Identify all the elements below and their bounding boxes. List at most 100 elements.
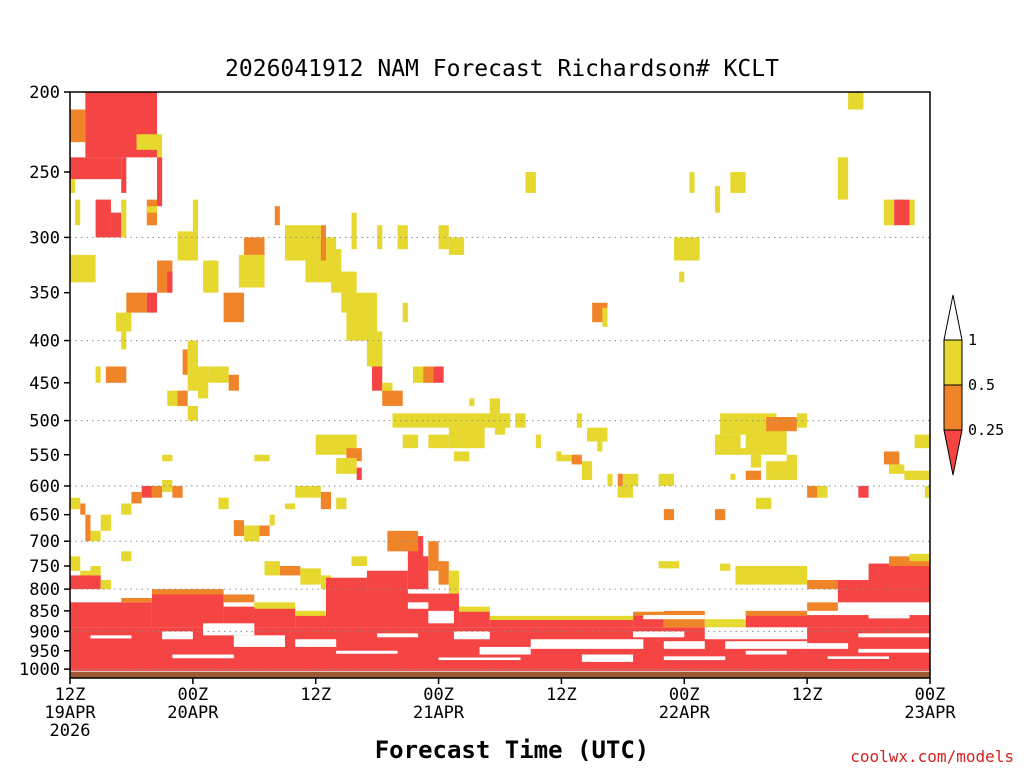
ri-cell-red [433, 366, 444, 383]
ri-cell-yellow [75, 199, 81, 226]
ri-cell-red [295, 615, 326, 628]
ri-cell-yellow [116, 312, 132, 332]
ri-cell-yellow [909, 553, 930, 562]
ri-cell-yellow [121, 503, 132, 515]
y-tick-label: 300 [29, 228, 60, 248]
ri-cell-yellow [535, 434, 541, 449]
ri-cell-yellow [351, 212, 357, 250]
x-tick-label: 23APR [904, 703, 956, 723]
ri-gap [428, 610, 454, 624]
x-tick-label: 22APR [659, 703, 711, 723]
ri-cell-red [858, 485, 869, 498]
y-tick-label: 500 [29, 412, 60, 432]
ri-gap [203, 623, 255, 636]
ri-cell-orange [807, 602, 838, 611]
ri-cell-yellow [515, 413, 526, 428]
ri-gap [162, 631, 193, 640]
plot-frame [69, 91, 931, 679]
ri-gap [90, 635, 132, 639]
ri-gap [745, 650, 787, 655]
ri-cell-yellow [70, 556, 81, 571]
ri-gap [663, 641, 705, 649]
x-tick-label: 12Z [792, 685, 823, 705]
ri-cell-yellow [438, 225, 449, 250]
ri-gap [858, 648, 930, 653]
ri-cell-yellow [300, 568, 321, 585]
y-tick-label: 550 [29, 446, 60, 466]
ri-cell-yellow [448, 570, 460, 594]
x-tick-label: 00Z [177, 685, 208, 705]
ri-cell-orange [85, 514, 91, 542]
ri-cell-orange [745, 470, 762, 480]
legend-bottom-arrow [943, 429, 963, 476]
y-tick-label: 750 [29, 557, 60, 577]
ground-band [70, 671, 930, 678]
ri-cell-orange [883, 451, 900, 465]
ri-cell-orange [438, 561, 449, 585]
ri-cell-red [146, 292, 158, 313]
y-tick-label: 350 [29, 284, 60, 304]
ri-gap [377, 633, 419, 638]
x-tick-label: 00Z [423, 685, 454, 705]
ri-cell-red [70, 157, 122, 180]
ri-cell-orange [233, 520, 245, 537]
x-tick-label: 12Z [546, 685, 577, 705]
ri-cell-yellow [90, 530, 101, 542]
ri-cell-yellow [817, 485, 828, 498]
ri-cell-red [372, 366, 383, 391]
ri-cell-yellow [402, 302, 408, 323]
ri-cell-red [407, 556, 429, 590]
ri-cell-yellow [561, 454, 572, 462]
ri-cell-orange [382, 390, 403, 406]
ri-cell-yellow [469, 398, 475, 406]
ri-cell-yellow [70, 497, 81, 510]
y-tick-label: 700 [29, 532, 60, 552]
ri-cell-yellow [203, 260, 219, 293]
ri-cell-yellow [244, 525, 260, 542]
ri-cell-yellow [402, 434, 419, 449]
ri-gap [643, 615, 705, 620]
ri-cell-yellow [238, 254, 265, 288]
ri-cell-yellow [254, 602, 296, 609]
y-tick-label: 450 [29, 374, 60, 394]
x-tick-label: 00Z [669, 685, 700, 705]
ri-cell-orange [228, 374, 239, 391]
ri-cell-yellow [269, 514, 275, 526]
ri-cell-orange [244, 237, 265, 255]
ri-cell-orange [279, 565, 301, 576]
ri-cell-yellow [889, 464, 905, 474]
ri-cell-orange [126, 292, 147, 313]
x-tick-label: 00Z [915, 685, 946, 705]
ri-cell-orange [105, 366, 127, 383]
ri-cell-red [894, 199, 910, 226]
ri-cell-yellow [187, 405, 198, 421]
ri-cell-orange [766, 416, 797, 432]
ri-cell-orange [274, 206, 280, 226]
ri-cell-yellow [197, 366, 209, 399]
ri-gap [453, 631, 490, 640]
y-tick-label: 800 [29, 580, 60, 600]
legend-label: 0.5 [968, 376, 995, 394]
ri-cell-yellow [146, 206, 158, 213]
ri-cell-yellow [254, 454, 270, 462]
ri-cell-yellow [453, 451, 470, 462]
y-tick-label: 650 [29, 506, 60, 526]
ri-gap [407, 602, 429, 609]
ri-cell-yellow [192, 199, 198, 232]
ri-cell-yellow [689, 172, 695, 193]
ri-cell-yellow [489, 615, 634, 621]
ri-cell-yellow [162, 479, 173, 492]
ri-cell-yellow [264, 561, 280, 576]
ri-cell-orange [70, 109, 86, 143]
ri-cell-red [95, 199, 111, 238]
ri-cell-yellow [336, 497, 347, 510]
x-tick-label: 21APR [413, 703, 465, 723]
ri-cell-red [110, 212, 122, 238]
ri-cell-yellow [80, 570, 91, 581]
ri-cell-red [459, 610, 490, 628]
ri-cell-red [868, 563, 930, 585]
ri-cell-orange [617, 473, 623, 486]
ri-cell-yellow [295, 485, 321, 498]
